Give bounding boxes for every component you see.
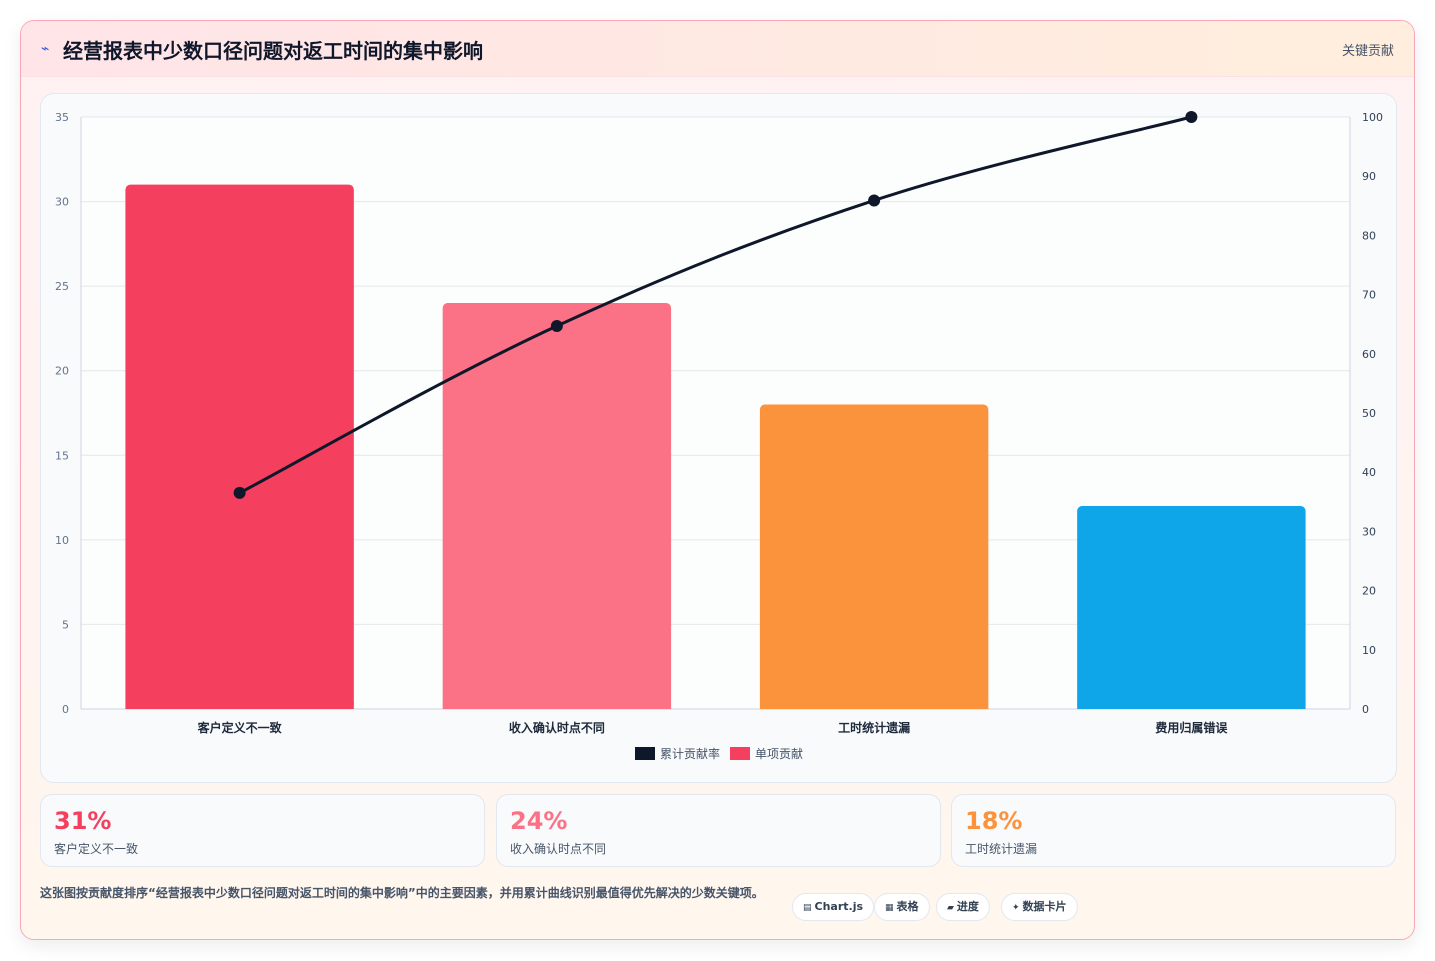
- y2-tick-label: 90: [1362, 170, 1376, 183]
- kpi-label: 收入确认时点不同: [510, 842, 607, 856]
- pill-chartjs[interactable]: ▤ Chart.js: [792, 893, 875, 921]
- y-tick-label: 10: [55, 534, 69, 547]
- y2-tick-label: 20: [1362, 585, 1376, 598]
- y2-tick-label: 40: [1362, 466, 1376, 479]
- pill-label: 表格: [896, 900, 919, 913]
- y-tick-label: 25: [55, 280, 69, 293]
- y2-tick-label: 50: [1362, 407, 1376, 420]
- legend-label: 累计贡献率: [660, 746, 720, 761]
- bar: [759, 404, 989, 709]
- table-icon: ▦: [885, 903, 894, 913]
- y2-tick-label: 100: [1362, 111, 1383, 124]
- x-tick-label: 收入确认时点不同: [509, 720, 605, 735]
- chart-container: 0 5 10 15 20 25 30 35 0 10 20 30 40 50 60 70 80 90 100 客户定义…: [40, 93, 1397, 783]
- pill-label: 数据卡片: [1022, 900, 1067, 913]
- chart-icon: ▤: [803, 903, 812, 913]
- y-tick-label: 5: [62, 618, 69, 631]
- chart-card: ⌁ 经营报表中少数口径问题对返工时间的集中影响 关键贡献 0 5 10 15 20 25 3…: [20, 20, 1415, 940]
- bar: [125, 184, 354, 710]
- line-point: [1185, 111, 1198, 123]
- legend-label: 单项贡献: [755, 746, 803, 761]
- kpi-value: 24%: [510, 807, 568, 835]
- y-tick-label: 15: [55, 449, 69, 462]
- kpi-label: 工时统计遗漏: [965, 842, 1038, 856]
- bar: [442, 303, 672, 709]
- y2-tick-label: 70: [1362, 289, 1376, 302]
- y2-tick-label: 60: [1362, 348, 1376, 361]
- pill-progress[interactable]: ▰ 进度: [936, 893, 990, 921]
- bar-base: [759, 703, 989, 709]
- legend-swatch: [730, 747, 750, 760]
- bar: [1077, 506, 1306, 709]
- chart-description: 这张图按贡献度排序“经营报表中少数口径问题对返工时间的集中影响”中的主要因素，并…: [40, 886, 764, 900]
- bar-base: [442, 703, 672, 709]
- kpi-value: 18%: [965, 807, 1023, 835]
- line-point: [233, 486, 246, 499]
- line-point: [550, 319, 563, 332]
- kpi-label: 客户定义不一致: [54, 842, 139, 856]
- line-point: [868, 194, 881, 207]
- kpi-value: 31%: [54, 807, 112, 835]
- pill-data-card[interactable]: ✦ 数据卡片: [1001, 893, 1078, 921]
- x-tick-label: 客户定义不一致: [197, 720, 283, 735]
- y2-tick-label: 0: [1362, 703, 1369, 716]
- y2-tick-label: 30: [1362, 525, 1376, 538]
- progress-icon: ▰: [947, 903, 954, 913]
- pill-table[interactable]: ▦ 表格: [874, 893, 930, 921]
- bar-base: [125, 703, 354, 709]
- cumulative-line: [238, 115, 1192, 495]
- kpi-card-3: 18% 工时统计遗漏: [951, 794, 1396, 867]
- y2-tick-label: 10: [1362, 644, 1376, 657]
- card-header: ⌁ 经营报表中少数口径问题对返工时间的集中影响 关键贡献: [21, 21, 1414, 77]
- y-tick-label: 35: [55, 111, 69, 124]
- spark-icon: ⌁: [41, 41, 50, 57]
- x-tick-label: 工时统计遗漏: [838, 720, 910, 735]
- pill-label: 进度: [956, 900, 979, 913]
- y-tick-label: 20: [55, 365, 69, 378]
- bar-base: [1077, 703, 1306, 709]
- sparkle-icon: ✦: [1012, 903, 1020, 913]
- page-title: 经营报表中少数口径问题对返工时间的集中影响: [63, 39, 483, 63]
- kpi-card-1: 31% 客户定义不一致: [40, 794, 485, 867]
- y2-tick-label: 80: [1362, 229, 1376, 242]
- x-tick-label: 费用归属错误: [1155, 720, 1228, 735]
- pareto-chart: 0 5 10 15 20 25 30 35 0 10 20 30 40 50 60 70 80 90 100 客户定义…: [55, 111, 1383, 761]
- header-tag: 关键贡献: [1341, 44, 1394, 59]
- legend-swatch: [635, 747, 655, 760]
- y-tick-label: 30: [55, 196, 69, 209]
- y-tick-label: 0: [62, 703, 69, 716]
- pill-label: Chart.js: [814, 900, 864, 913]
- kpi-card-2: 24% 收入确认时点不同: [496, 794, 941, 867]
